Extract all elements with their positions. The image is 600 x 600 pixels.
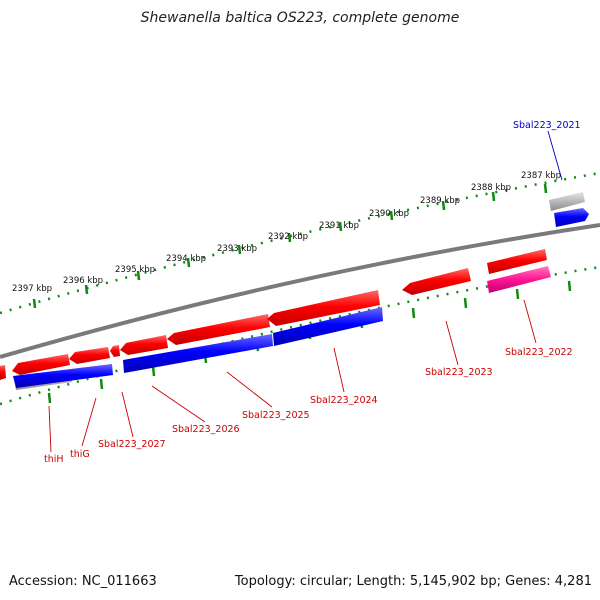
gene-feature-pink	[487, 266, 551, 293]
label-leader-lines	[48, 130, 563, 453]
gene-feature-red	[0, 365, 6, 380]
gene-label-sbal223-2027: Sbal223_2027	[98, 439, 166, 450]
reverse-strand-features	[13, 208, 589, 390]
kbp-label: 2395 kbp	[115, 265, 155, 275]
gene-feature-blue	[554, 208, 589, 227]
kbp-label: 2394 kbp	[166, 254, 206, 264]
gene-label-sbal223-2023: Sbal223_2023	[425, 367, 493, 378]
gene-feature-red	[120, 335, 168, 355]
gene-feature-blue	[273, 307, 383, 346]
gene-feature-blue	[123, 334, 273, 373]
gene-feature-grey	[549, 192, 585, 211]
kbp-label: 2387 kbp	[521, 171, 561, 181]
forward-strand-features	[0, 192, 585, 380]
gene-feature-red	[110, 345, 120, 357]
gene-feature-red	[487, 249, 547, 274]
gene-feature-blue	[13, 364, 113, 388]
gene-label-sbal223-2022: Sbal223_2022	[505, 347, 573, 358]
gene-feature-red	[12, 354, 70, 375]
genome-backbone	[0, 223, 600, 359]
kbp-label: 2393 kbp	[217, 244, 257, 254]
gene-feature-red	[267, 290, 380, 326]
gene-label-thih: thiH	[44, 454, 64, 465]
inner-major-ticks	[47, 280, 572, 404]
accession-text: Accession: NC_011663	[9, 574, 157, 589]
outer-scale-dots	[0, 171, 600, 315]
gene-label-sbal223-2026: Sbal223_2026	[172, 424, 240, 435]
kbp-label: 2392 kbp	[268, 232, 308, 242]
kbp-label: 2397 kbp	[12, 284, 52, 294]
kbp-label: 2391 kbp	[319, 221, 359, 231]
kbp-label: 2388 kbp	[471, 183, 511, 193]
kbp-label: 2390 kbp	[369, 209, 409, 219]
gene-feature-red	[402, 268, 471, 295]
gene-feature-red	[167, 314, 270, 345]
kbp-label: 2389 kbp	[420, 196, 460, 206]
gene-label-sbal223-2025: Sbal223_2025	[242, 410, 310, 421]
outer-major-ticks	[32, 183, 548, 309]
genome-summary-text: Topology: circular; Length: 5,145,902 bp…	[234, 574, 592, 589]
kbp-label: 2396 kbp	[63, 276, 103, 286]
gene-label-sbal223-2024: Sbal223_2024	[310, 395, 378, 406]
gene-feature-red	[69, 347, 110, 364]
gene-label-sbal223-2021: Sbal223_2021	[513, 120, 581, 131]
gene-label-thig: thiG	[70, 449, 90, 460]
map-title: Shewanella baltica OS223, complete genom…	[140, 10, 460, 26]
